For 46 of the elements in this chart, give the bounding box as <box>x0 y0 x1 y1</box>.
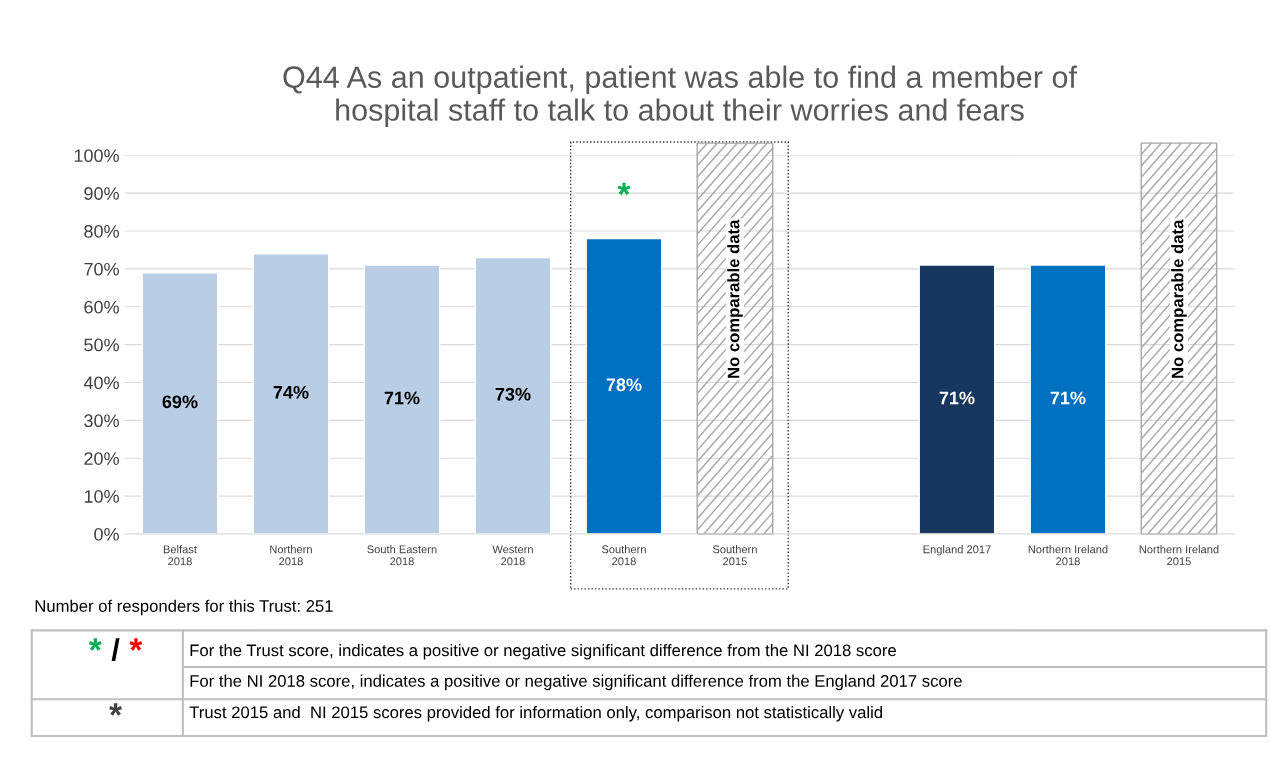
x-tick-label: Northern Ireland 2015 <box>1139 545 1219 566</box>
x-tick-label: England 2017 <box>923 545 991 556</box>
text: * <box>109 703 123 716</box>
y-tick-label: 40% <box>83 376 119 390</box>
data-label: 71% <box>384 391 420 405</box>
bar <box>363 264 441 534</box>
y-tick-label: 10% <box>84 490 119 503</box>
x-tick-label: Northern Ireland 2018 <box>1028 545 1108 566</box>
bar <box>141 271 219 534</box>
data-label: 69% <box>162 395 198 409</box>
data-label: 74% <box>273 385 309 399</box>
data-label: 71% <box>939 391 975 405</box>
text: * <box>129 638 143 651</box>
data-label: 78% <box>606 378 642 392</box>
chart-title: Q44 As an outpatient, patient was able to find a member of hospital staff to talk to about their worries and fears <box>283 65 1077 127</box>
bar <box>474 256 552 534</box>
y-tick-label: 60% <box>84 300 119 314</box>
bar <box>1029 264 1107 534</box>
annotation: * <box>617 182 631 196</box>
data-label: 73% <box>495 387 531 401</box>
bar <box>585 237 663 534</box>
text: * <box>88 638 102 651</box>
y-tick-label: 90% <box>84 187 119 200</box>
text: For the NI 2018 score, indicates a positive or negative significant difference from the England 2017 score <box>190 674 962 691</box>
text: Number of responders for this Trust: 251 <box>35 599 333 616</box>
x-tick-label: Southern 2015 <box>712 545 757 566</box>
y-tick-label: 80% <box>84 224 119 238</box>
x-tick-label: Southern 2018 <box>601 545 646 566</box>
y-tick-label: 70% <box>84 262 119 276</box>
text: Trust 2015 and NI 2015 scores provided for information only, comparison not statistically valid <box>189 705 883 722</box>
annotation: No comparable data <box>727 219 743 378</box>
bar <box>252 253 330 534</box>
x-tick-label: Western 2018 <box>492 545 533 566</box>
x-tick-label: Northern 2018 <box>270 545 312 566</box>
y-tick-label: 50% <box>84 338 119 352</box>
data-label: 71% <box>1050 391 1086 405</box>
text: / <box>111 638 120 662</box>
y-tick-label: 100% <box>74 149 119 163</box>
y-tick-label: 30% <box>84 414 119 428</box>
text: For the Trust score, indicates a positive or negative significant difference from the NI 2018 score <box>190 644 896 660</box>
y-tick-label: 20% <box>84 452 119 465</box>
bar <box>918 264 996 534</box>
x-tick-label: Belfast 2018 <box>163 545 197 566</box>
annotation: No comparable data <box>1171 219 1187 378</box>
y-tick-label: 0% <box>94 527 119 541</box>
x-tick-label: South Eastern 2018 <box>367 545 437 566</box>
